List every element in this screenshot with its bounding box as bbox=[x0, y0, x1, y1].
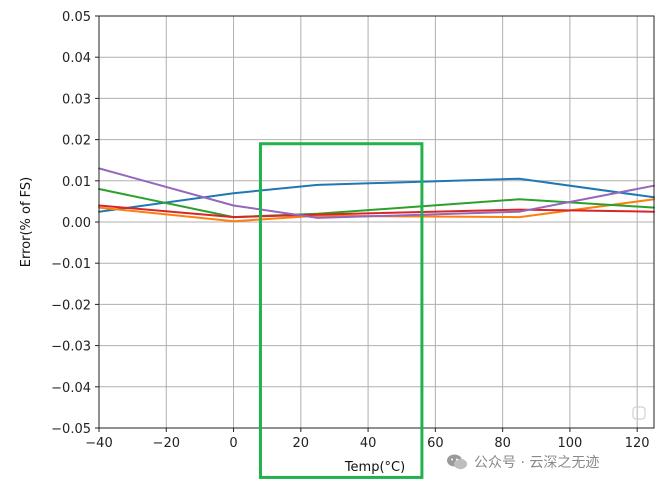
y-tick-label: 0.01 bbox=[62, 175, 91, 190]
y-tick-label: 0.05 bbox=[62, 10, 91, 25]
x-tick-label: 40 bbox=[360, 436, 377, 451]
watermark: 公众号 · 云深之无迹 bbox=[446, 450, 660, 474]
highlight-box bbox=[258, 142, 424, 479]
y-tick-label: 0.04 bbox=[62, 51, 91, 66]
y-tick-label: −0.03 bbox=[51, 340, 91, 355]
wechat-icon bbox=[447, 454, 467, 470]
y-tick-label: −0.05 bbox=[51, 422, 91, 437]
series-line bbox=[98, 204, 655, 219]
x-tick-label: 100 bbox=[557, 436, 582, 451]
series-line bbox=[98, 167, 655, 219]
y-axis-label: Error(% of FS) bbox=[19, 177, 34, 267]
x-tick-label: 60 bbox=[427, 436, 444, 451]
y-tick-label: −0.02 bbox=[51, 298, 91, 313]
series-line bbox=[98, 177, 655, 213]
x-tick-label: 0 bbox=[229, 436, 237, 451]
series-layer bbox=[98, 167, 655, 223]
y-tick-label: −0.01 bbox=[51, 257, 91, 272]
y-tick-label: 0.02 bbox=[62, 134, 91, 149]
y-tick-label: −0.04 bbox=[51, 381, 91, 396]
watermark-text: 公众号 · 云深之无迹 bbox=[474, 455, 600, 471]
grid-lines bbox=[98, 15, 654, 429]
tick-labels: −40 −20 0 20 40 60 80 100 120 −0.05 −0.04 −0.03 −0.0… bbox=[51, 10, 649, 451]
y-tick-label: 0.03 bbox=[62, 92, 91, 107]
x-tick-label: −20 bbox=[153, 436, 180, 451]
x-tick-label: 120 bbox=[625, 436, 650, 451]
y-tick-label: 0.00 bbox=[62, 216, 91, 231]
x-tick-label: 20 bbox=[293, 436, 310, 451]
x-tick-label: −40 bbox=[85, 436, 112, 451]
legend-box bbox=[632, 406, 646, 420]
x-axis-label: Temp(°C) bbox=[344, 460, 405, 475]
x-tick-label: 80 bbox=[494, 436, 511, 451]
